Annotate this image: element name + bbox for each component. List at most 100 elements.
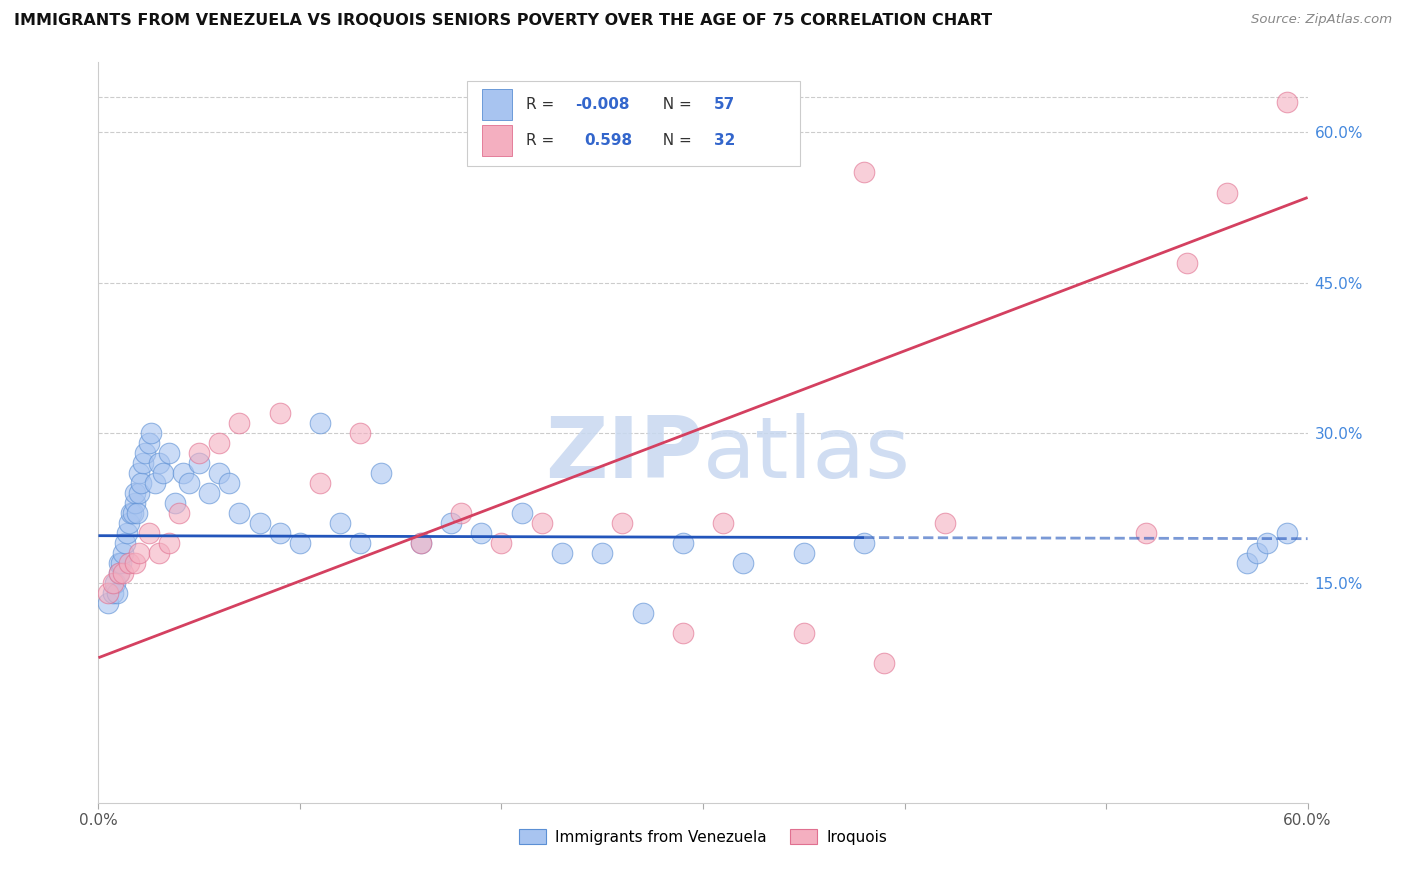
Point [124,485,146,500]
Point [530,516,553,530]
Point [1277,95,1299,110]
Point [491,535,513,549]
Point [450,506,472,520]
Point [1236,556,1258,570]
Point [228,506,250,520]
Point [111,546,134,560]
Point [1246,546,1268,560]
Point [309,416,332,430]
Point [853,165,876,179]
Point [128,546,150,560]
Point [121,506,143,520]
Point [470,525,492,540]
Point [793,625,815,640]
Point [591,546,613,560]
Point [218,475,240,490]
Text: 32: 32 [714,133,735,148]
Text: -0.008: -0.008 [575,97,630,112]
Point [157,535,180,549]
Point [139,425,162,440]
Point [125,506,148,520]
Point [409,535,432,549]
Point [733,556,755,570]
Point [551,546,574,560]
Point [107,566,129,580]
Point [118,556,141,570]
Point [132,456,155,470]
Point [269,525,291,540]
Point [188,445,211,459]
Point [101,585,124,599]
Point [143,475,166,490]
Point [349,425,371,440]
Point [208,435,231,450]
Point [1256,535,1278,549]
Point [138,525,160,540]
Point [128,485,150,500]
Point [138,435,160,450]
Point [107,566,129,580]
Point [167,506,190,520]
Point [128,466,150,480]
Legend: Immigrants from Venezuela, Iroquois: Immigrants from Venezuela, Iroquois [513,822,893,851]
Point [120,506,142,520]
Point [349,535,371,549]
Point [134,445,156,459]
Point [1277,525,1299,540]
Point [129,475,152,490]
Point [510,506,533,520]
FancyBboxPatch shape [482,125,512,156]
Point [711,516,734,530]
Text: N =: N = [654,133,697,148]
Point [269,406,291,420]
Point [1175,255,1198,269]
Point [97,585,120,599]
Point [157,445,180,459]
Point [163,496,186,510]
Point [101,575,124,590]
Point [148,456,170,470]
Text: R =: R = [526,133,564,148]
Point [228,416,250,430]
Point [124,556,146,570]
Point [198,485,221,500]
FancyBboxPatch shape [467,81,800,166]
Point [111,566,134,580]
Text: Source: ZipAtlas.com: Source: ZipAtlas.com [1251,13,1392,27]
Point [370,466,392,480]
Text: R =: R = [526,97,560,112]
Point [115,525,138,540]
Point [672,535,695,549]
Text: atlas: atlas [703,413,911,496]
Point [124,496,146,510]
Text: 57: 57 [714,97,735,112]
Point [188,456,211,470]
Point [179,475,201,490]
Point [152,466,174,480]
Point [853,535,876,549]
Point [288,535,311,549]
Point [309,475,332,490]
Point [672,625,695,640]
Text: ZIP: ZIP [546,413,703,496]
Point [249,516,271,530]
Point [97,596,120,610]
Point [440,516,463,530]
Text: 0.598: 0.598 [585,133,633,148]
Point [107,556,129,570]
Point [329,516,352,530]
Point [631,606,654,620]
FancyBboxPatch shape [482,89,512,120]
Point [114,535,136,549]
Point [793,546,815,560]
Point [873,656,896,670]
Point [105,585,128,599]
Point [934,516,956,530]
Point [110,556,132,570]
Point [172,466,194,480]
Text: IMMIGRANTS FROM VENEZUELA VS IROQUOIS SENIORS POVERTY OVER THE AGE OF 75 CORRELA: IMMIGRANTS FROM VENEZUELA VS IROQUOIS SE… [14,13,993,29]
Text: N =: N = [654,97,697,112]
Point [103,575,125,590]
Point [118,516,141,530]
Point [148,546,170,560]
